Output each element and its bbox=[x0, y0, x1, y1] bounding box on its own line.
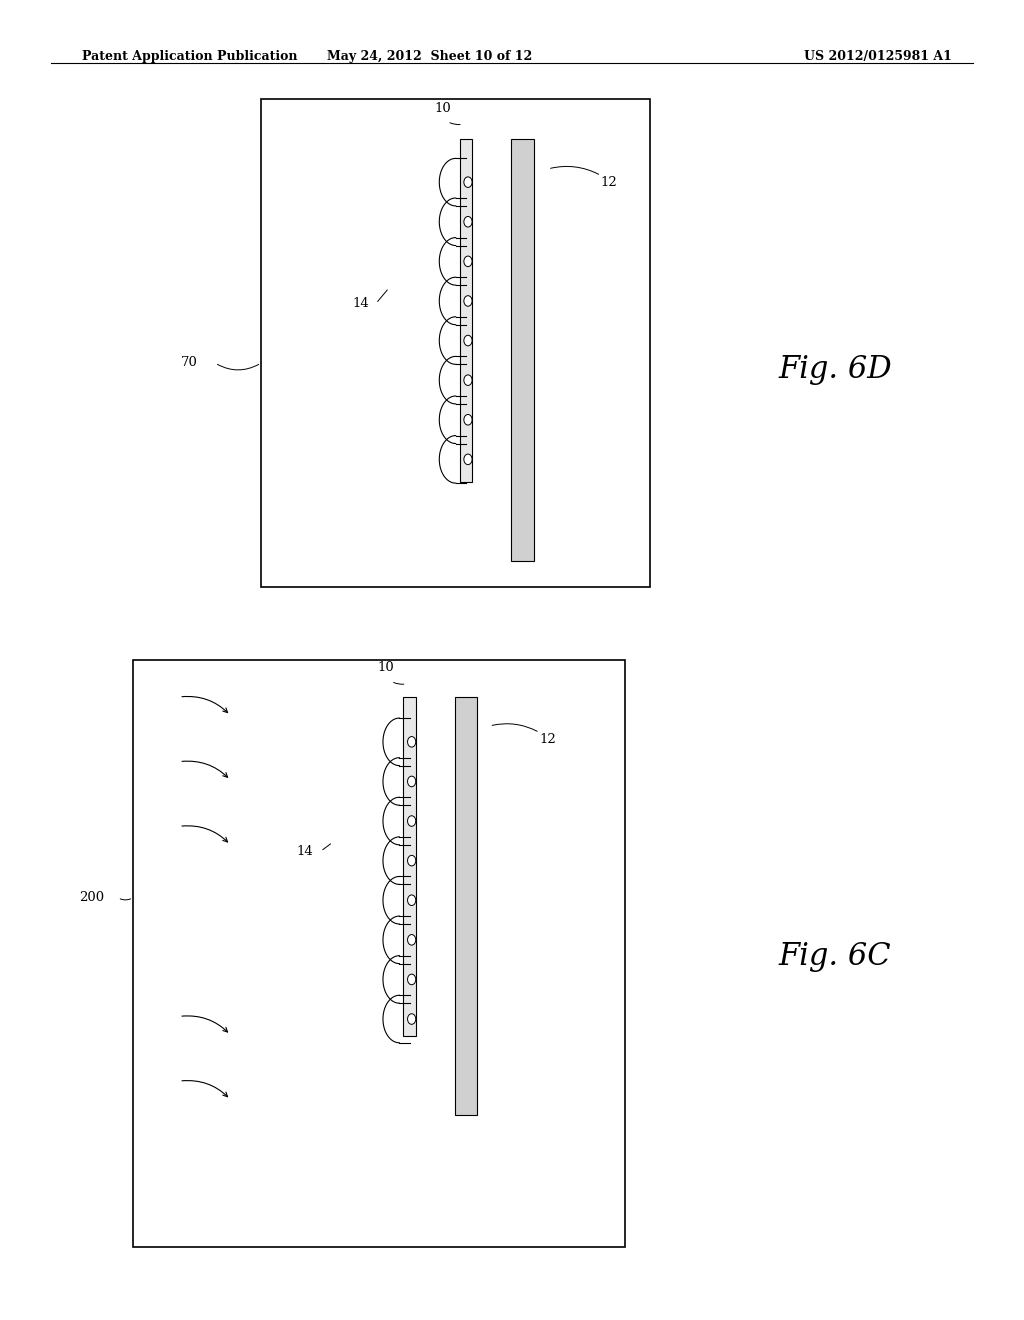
Text: US 2012/0125981 A1: US 2012/0125981 A1 bbox=[805, 50, 952, 63]
Text: 12: 12 bbox=[601, 176, 617, 189]
Text: 200: 200 bbox=[80, 891, 104, 904]
Text: 14: 14 bbox=[352, 297, 369, 310]
Circle shape bbox=[408, 737, 416, 747]
Circle shape bbox=[408, 816, 416, 826]
Text: 10: 10 bbox=[378, 661, 394, 675]
Bar bbox=[511, 139, 534, 561]
Circle shape bbox=[464, 335, 472, 346]
Circle shape bbox=[464, 216, 472, 227]
Text: 70: 70 bbox=[181, 356, 198, 370]
Circle shape bbox=[408, 1014, 416, 1024]
Text: May 24, 2012  Sheet 10 of 12: May 24, 2012 Sheet 10 of 12 bbox=[328, 50, 532, 63]
Text: 12: 12 bbox=[540, 733, 556, 746]
Circle shape bbox=[464, 177, 472, 187]
Circle shape bbox=[464, 296, 472, 306]
Bar bbox=[261, 99, 650, 587]
Circle shape bbox=[464, 256, 472, 267]
Bar bbox=[460, 139, 472, 482]
Text: Fig. 6C: Fig. 6C bbox=[778, 941, 891, 973]
Text: Fig. 6D: Fig. 6D bbox=[778, 354, 892, 385]
Circle shape bbox=[464, 375, 472, 385]
Circle shape bbox=[408, 974, 416, 985]
Bar bbox=[455, 697, 477, 1115]
Circle shape bbox=[408, 895, 416, 906]
Text: Patent Application Publication: Patent Application Publication bbox=[82, 50, 297, 63]
Text: 14: 14 bbox=[297, 845, 313, 858]
Circle shape bbox=[408, 855, 416, 866]
Bar bbox=[403, 697, 416, 1036]
Circle shape bbox=[408, 776, 416, 787]
Bar bbox=[133, 660, 625, 1247]
Circle shape bbox=[464, 414, 472, 425]
Text: 10: 10 bbox=[434, 102, 451, 115]
Circle shape bbox=[464, 454, 472, 465]
Circle shape bbox=[408, 935, 416, 945]
